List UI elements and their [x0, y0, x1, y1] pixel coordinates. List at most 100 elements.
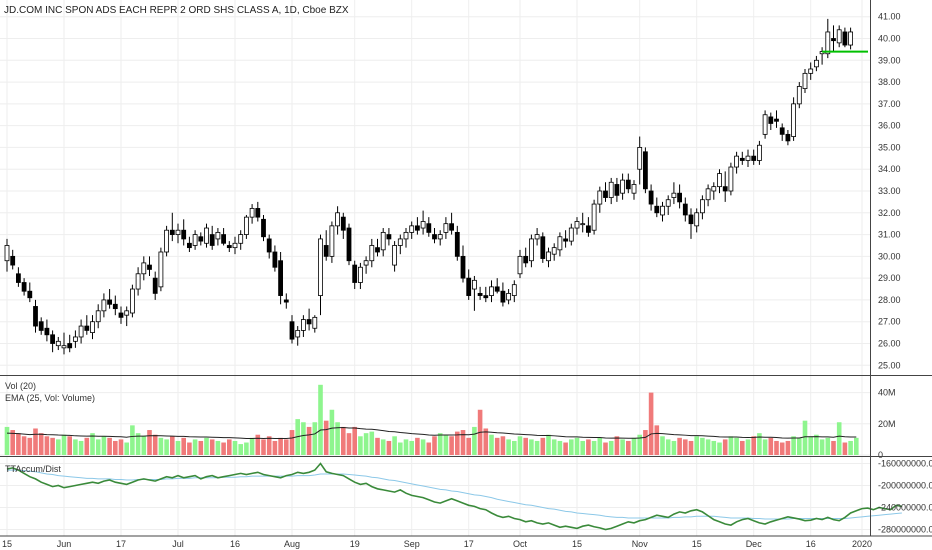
volume-bar[interactable]: [700, 437, 705, 455]
candle[interactable]: [762, 110, 768, 139]
volume-bar[interactable]: [130, 425, 135, 455]
volume-bar[interactable]: [266, 436, 272, 455]
volume-bar[interactable]: [557, 440, 563, 455]
volume-bar[interactable]: [791, 436, 796, 455]
candle[interactable]: [226, 241, 232, 252]
candle[interactable]: [500, 282, 506, 307]
candle[interactable]: [312, 315, 318, 333]
candle[interactable]: [397, 234, 403, 255]
volume-bar[interactable]: [677, 437, 682, 455]
volume-bar[interactable]: [489, 434, 494, 455]
volume-bar[interactable]: [797, 437, 802, 455]
volume-bar[interactable]: [221, 442, 226, 455]
candle[interactable]: [660, 201, 665, 222]
volume-bar[interactable]: [529, 439, 534, 455]
volume-bar[interactable]: [757, 433, 762, 455]
candle[interactable]: [118, 306, 124, 324]
candle[interactable]: [779, 123, 785, 141]
volume-bar[interactable]: [158, 437, 164, 455]
volume-bar[interactable]: [449, 436, 454, 455]
volume-bar[interactable]: [61, 434, 67, 455]
candle[interactable]: [152, 271, 158, 300]
volume-bar[interactable]: [603, 442, 608, 455]
candle[interactable]: [158, 247, 164, 292]
volume-bar[interactable]: [722, 439, 728, 455]
candle[interactable]: [169, 212, 175, 242]
volume-bar[interactable]: [67, 436, 72, 455]
candle[interactable]: [557, 232, 563, 257]
candle[interactable]: [352, 260, 358, 290]
volume-bar[interactable]: [671, 440, 677, 455]
volume-bar[interactable]: [255, 434, 261, 455]
volume-bar[interactable]: [392, 436, 397, 455]
candle[interactable]: [90, 315, 95, 340]
volume-bar[interactable]: [284, 439, 289, 455]
volume-bar[interactable]: [665, 439, 671, 455]
candle[interactable]: [563, 230, 568, 248]
candle[interactable]: [540, 232, 546, 263]
volume-bar[interactable]: [785, 440, 791, 455]
volume-bar[interactable]: [717, 442, 722, 455]
candle[interactable]: [204, 223, 209, 248]
candle[interactable]: [209, 225, 215, 250]
volume-bar[interactable]: [164, 439, 169, 455]
volume-bar[interactable]: [403, 439, 409, 455]
candle[interactable]: [802, 69, 808, 93]
volume-bar[interactable]: [523, 437, 528, 455]
candle[interactable]: [791, 97, 796, 141]
volume-bar[interactable]: [278, 437, 283, 455]
volume-bar[interactable]: [494, 437, 500, 455]
volume-bar[interactable]: [683, 439, 688, 455]
volume-bar[interactable]: [836, 422, 842, 455]
candle[interactable]: [534, 228, 540, 246]
candle[interactable]: [608, 177, 614, 205]
candle[interactable]: [597, 186, 603, 213]
volume-panel[interactable]: [4, 384, 859, 455]
candle[interactable]: [523, 247, 529, 268]
candle[interactable]: [10, 249, 16, 270]
volume-bar[interactable]: [375, 437, 380, 455]
candle[interactable]: [255, 201, 261, 222]
candle[interactable]: [198, 232, 204, 246]
volume-bar[interactable]: [192, 439, 198, 455]
volume-bar[interactable]: [101, 436, 107, 455]
candle[interactable]: [842, 27, 848, 48]
candle[interactable]: [654, 197, 660, 218]
volume-bar[interactable]: [232, 440, 238, 455]
candle[interactable]: [700, 195, 705, 220]
candle[interactable]: [249, 204, 255, 224]
candle[interactable]: [739, 151, 745, 165]
volume-bar[interactable]: [147, 430, 152, 455]
volume-bar[interactable]: [745, 439, 751, 455]
candle[interactable]: [483, 286, 489, 303]
candle[interactable]: [648, 184, 654, 211]
volume-bar[interactable]: [563, 442, 568, 455]
volume-bar[interactable]: [272, 440, 278, 455]
volume-bar[interactable]: [398, 442, 403, 455]
candle[interactable]: [135, 267, 141, 296]
candle[interactable]: [306, 308, 312, 331]
candle[interactable]: [318, 234, 323, 316]
candle[interactable]: [38, 317, 44, 335]
candle[interactable]: [814, 55, 819, 72]
candle[interactable]: [808, 62, 814, 80]
candle[interactable]: [677, 184, 682, 209]
volume-bar[interactable]: [363, 433, 369, 455]
volume-bar[interactable]: [472, 426, 477, 455]
candle[interactable]: [688, 208, 694, 239]
volume-bar[interactable]: [227, 439, 232, 455]
candle[interactable]: [848, 27, 853, 50]
volume-bar[interactable]: [244, 442, 249, 455]
candle[interactable]: [141, 256, 147, 281]
candle[interactable]: [643, 147, 648, 194]
candle[interactable]: [529, 234, 534, 268]
volume-bar[interactable]: [90, 433, 95, 455]
candle[interactable]: [489, 280, 494, 303]
volume-bar[interactable]: [415, 437, 420, 455]
volume-bar[interactable]: [249, 437, 255, 455]
candle[interactable]: [665, 195, 671, 215]
volume-bar[interactable]: [420, 439, 426, 455]
volume-bar[interactable]: [141, 436, 147, 455]
candle[interactable]: [329, 221, 335, 263]
